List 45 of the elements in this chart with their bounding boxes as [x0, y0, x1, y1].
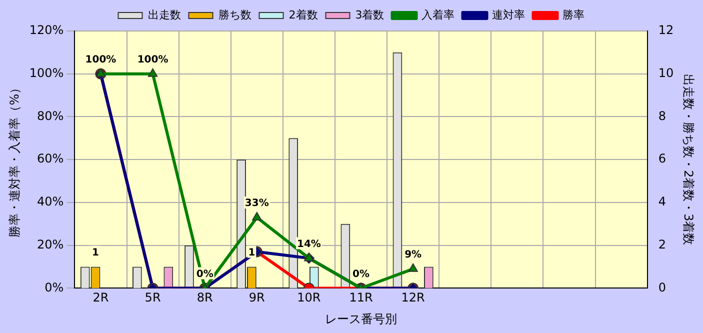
legend-label: 3着数	[355, 8, 384, 22]
y2-tick-label: 2	[658, 237, 666, 252]
y2-tick-label: 12	[658, 23, 674, 38]
x-tick-label: 8R	[196, 290, 213, 305]
data-label: 33%	[244, 198, 269, 210]
data-label: 9%	[404, 250, 422, 261]
point	[408, 263, 418, 272]
y2-tick-label: 6	[658, 152, 666, 166]
data-label: 1	[248, 247, 256, 258]
point	[252, 212, 262, 220]
y-axis-title: 勝率・連対率・入着率（%）	[7, 82, 22, 238]
data-label: 14%	[296, 238, 321, 250]
y2-tick-label: 10	[658, 66, 674, 80]
y-tick-label: 80%	[37, 108, 64, 123]
point	[304, 252, 314, 262]
y-tick-label: 100%	[29, 66, 64, 80]
data-label: 0%	[352, 268, 370, 280]
y-tick-label: 120%	[29, 23, 64, 38]
y-tick-label: 40%	[37, 194, 64, 209]
point	[148, 68, 158, 77]
data-label: 1	[92, 247, 100, 258]
data-label: 100%	[137, 54, 168, 66]
legend-label: 連対率	[492, 8, 526, 22]
x-tick-label: 12R	[401, 290, 425, 305]
x-tick-label: 2R	[92, 290, 109, 305]
y-tick-label: 0%	[44, 280, 64, 294]
legend-label: 出走数	[148, 8, 181, 22]
legend-label: 勝ち数	[218, 8, 252, 22]
legend-label: 2着数	[288, 8, 318, 22]
x-tick-label: 10R	[297, 290, 321, 305]
legend-label: 勝率	[562, 8, 585, 22]
data-label: 100%	[85, 54, 116, 66]
y-tick-label: 60%	[37, 152, 64, 166]
x-tick-label: 9R	[248, 290, 265, 305]
y2-axis-title: 出走数・勝ち数・2着数・3着数	[682, 74, 696, 246]
x-tick-label: 5R	[144, 290, 161, 305]
y-tick-label: 20%	[37, 237, 64, 252]
x-tick-label: 11R	[349, 290, 373, 305]
y2-tick-label: 0	[658, 280, 666, 294]
y2-tick-label: 4	[658, 194, 666, 209]
y2-tick-label: 8	[658, 108, 666, 123]
x-axis-title: レース番号別	[325, 312, 398, 326]
point	[96, 68, 106, 77]
data-label: 0%	[196, 268, 214, 280]
legend-label: 入着率	[422, 8, 455, 22]
